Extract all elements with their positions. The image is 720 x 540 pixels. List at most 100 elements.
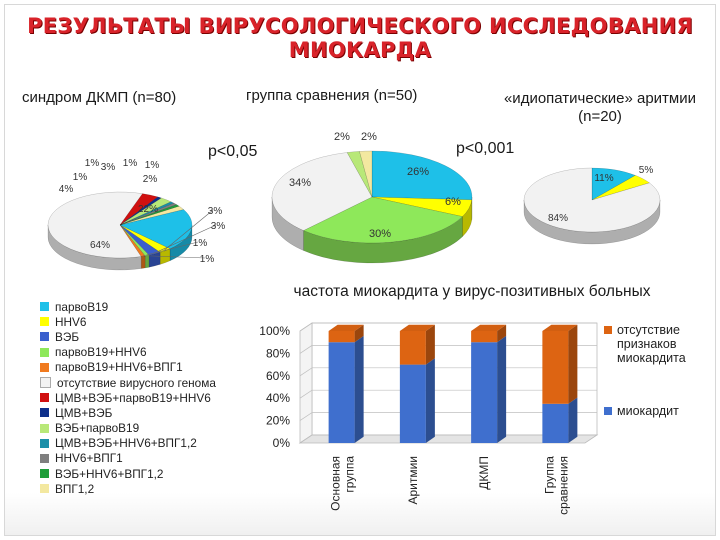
pie-slice	[523, 167, 661, 233]
leader-line	[153, 224, 217, 254]
y-tick-label: 20%	[266, 414, 290, 428]
bar-face	[399, 331, 426, 365]
bar-face	[328, 342, 355, 443]
pie1-title: синдром ДКМП (n=80)	[22, 89, 177, 106]
bar-side	[568, 324, 578, 404]
bar-legend-word: миокардита	[617, 351, 686, 365]
pie-chart-3: 11% 5% 84%	[523, 165, 661, 245]
bar-face	[471, 331, 498, 343]
legend-label: ЦМВ+ВЭБ+парвоB19+HHV6	[55, 390, 211, 405]
bar-side	[354, 324, 364, 343]
x-category-label: Основнаягруппа	[329, 456, 357, 511]
x-category-word: группа	[343, 456, 357, 493]
bar-segment	[328, 335, 364, 443]
pie-slice	[271, 152, 373, 231]
pie-slice	[346, 151, 373, 198]
pie-label: 6%	[445, 196, 461, 208]
bar-legend-word: признаков	[617, 337, 677, 351]
pie-label: 3%	[211, 221, 226, 232]
y-tick-label: 0%	[273, 436, 291, 450]
bar-side	[568, 397, 578, 443]
legend-label: ЦМВ+ВЭБ	[55, 405, 113, 420]
leader-line	[164, 209, 214, 251]
title-line-1: РЕЗУЛЬТАТЫ ВИРУСОЛОГИЧЕСКОГО ИССЛЕДОВАНИ…	[27, 14, 693, 38]
pie-slice	[359, 150, 373, 198]
bar-segment	[399, 324, 435, 365]
legend-item: ВПГ1,2	[40, 481, 216, 496]
bar-segment	[471, 324, 507, 343]
pie-slice	[47, 191, 144, 259]
legend-swatch	[40, 453, 49, 463]
pie-legend: парвоB19 HHV6 ВЭБ парвоB19+HHV6 парвоB19+HHV…	[40, 299, 216, 496]
pie-label: 5%	[639, 165, 654, 176]
x-category-word: сравнения	[556, 456, 570, 515]
leader-line	[142, 255, 206, 259]
pie-label: 1%	[145, 160, 160, 171]
legend-item: ЦМВ+ВЭБ	[40, 405, 216, 420]
bar-legend-label: отсутствие признаков миокардита	[617, 323, 686, 365]
pie2-title: группа сравнения (n=50)	[246, 87, 418, 104]
legend-swatch	[40, 469, 49, 479]
pie-slice	[371, 150, 473, 201]
x-category-word: ДКМП	[477, 456, 491, 490]
pie-label: 3%	[101, 162, 116, 173]
bar-top	[471, 324, 507, 331]
legend-swatch	[40, 484, 49, 494]
legend-label: парвоB19+HHV6+ВПГ1	[55, 360, 183, 375]
bar-side-wall	[299, 322, 313, 444]
bar-legend-swatch	[604, 326, 612, 334]
bar-side	[497, 324, 507, 343]
leader-line	[146, 241, 199, 256]
legend-label: ВЭБ	[55, 329, 80, 344]
legend-label: парвоB19+HHV6	[55, 345, 147, 360]
pie-label: 30%	[369, 228, 391, 240]
legend-swatch	[40, 362, 49, 372]
bar-side	[354, 335, 364, 443]
slide-frame	[4, 4, 716, 536]
pie-slice	[591, 175, 650, 201]
pie-slice	[119, 202, 178, 226]
pie-label: 1%	[85, 158, 100, 169]
p-value-right: p<0,001	[456, 140, 515, 157]
pie3-title: «идиопатические» аритмии (n=20)	[503, 90, 697, 125]
pie-slice	[119, 224, 161, 256]
x-category-word: Группа	[542, 456, 556, 494]
bar-top	[399, 324, 435, 331]
pie-label: 1%	[200, 254, 215, 265]
pie-label: 2%	[334, 131, 350, 143]
x-category-word: Аритмии	[406, 456, 420, 505]
legend-item: парвоB19+HHV6+ВПГ1	[40, 360, 216, 375]
legend-item: ЦМВ+ВЭБ+HHV6+ВПГ1,2	[40, 436, 216, 451]
y-tick-label: 100%	[259, 324, 290, 338]
legend-label: ВЭБ+HHV6+ВПГ1,2	[55, 466, 164, 481]
legend-item: парвоB19+HHV6	[40, 345, 216, 360]
pie-slice	[302, 196, 463, 244]
y-tick-label: 80%	[266, 346, 290, 360]
legend-swatch	[40, 377, 51, 389]
bar-top	[542, 324, 578, 331]
bar-legend-label: миокардит	[617, 404, 679, 418]
legend-swatch	[40, 393, 49, 403]
legend-item: ВЭБ+HHV6+ВПГ1,2	[40, 466, 216, 481]
pie-label: 64%	[90, 240, 110, 251]
slide-title: РЕЗУЛЬТАТЫ ВИРУСОЛОГИЧЕСКОГО ИССЛЕДОВАНИ…	[0, 14, 720, 62]
bar-segment	[542, 324, 578, 404]
pie-label: 1%	[123, 158, 138, 169]
pie-label: 1%	[193, 238, 208, 249]
pie-label: 2%	[143, 174, 158, 185]
legend-swatch	[40, 438, 49, 448]
legend-swatch	[40, 302, 49, 312]
pie-slice	[371, 196, 473, 217]
legend-swatch	[40, 423, 49, 433]
pie-slice-side	[144, 254, 150, 269]
pie-label: 11%	[594, 173, 613, 184]
legend-label: ЦМВ+ВЭБ+HHV6+ВПГ1,2	[55, 436, 197, 451]
bar-segment	[542, 397, 578, 443]
legend-swatch	[40, 332, 49, 342]
pie-slice	[119, 204, 180, 226]
legend-item: ВЭБ+парвоB19	[40, 421, 216, 436]
bar-legend-item: миокардит	[604, 404, 679, 418]
pie-slice	[119, 209, 193, 250]
pie-slice	[119, 196, 162, 226]
